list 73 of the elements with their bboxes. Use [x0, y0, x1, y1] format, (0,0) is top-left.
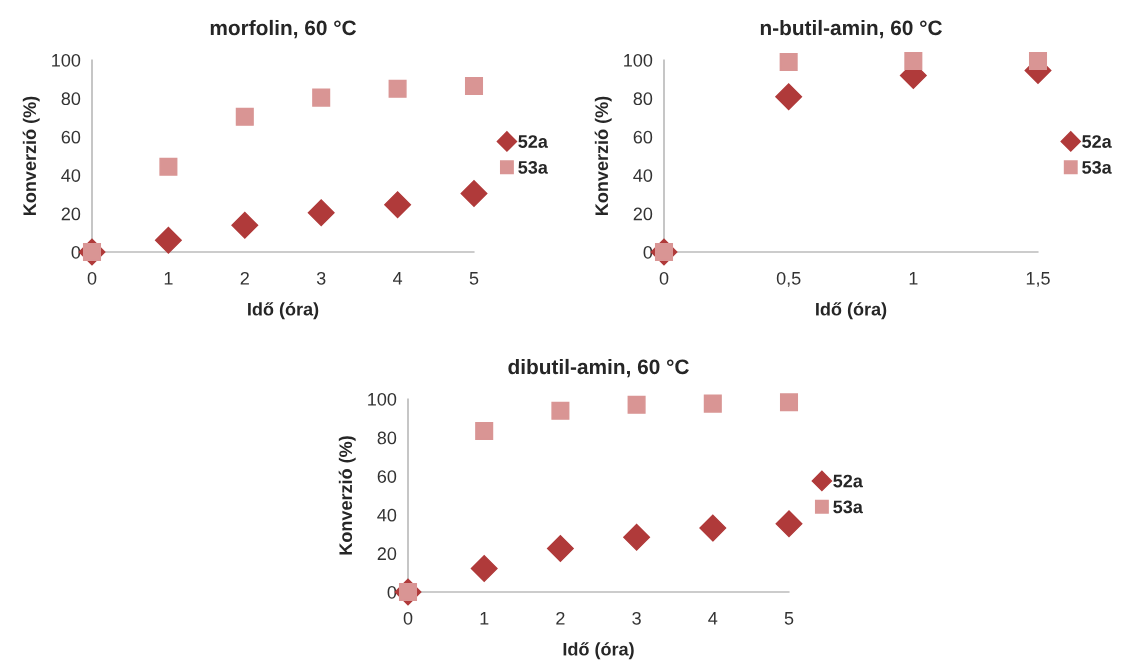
x-tick-label: 0,5: [776, 271, 801, 287]
x-tick-label: 1: [480, 612, 489, 625]
x-tick-label: 5: [469, 272, 479, 285]
point: [775, 510, 803, 538]
point: [460, 179, 488, 207]
y-tick-label: 60: [633, 130, 653, 144]
legend-label: 52a: [833, 474, 863, 488]
point: [703, 394, 722, 413]
x-tick-label: 0: [403, 611, 413, 625]
x-axis-title: Idő (óra): [563, 642, 634, 660]
point: [231, 211, 259, 239]
point: [779, 52, 798, 71]
y-tick-label: 100: [52, 53, 81, 67]
chart-title: n-butil-amin, 60 °C: [760, 19, 942, 39]
point: [384, 191, 412, 219]
point: [775, 83, 803, 111]
y-tick-label: 60: [377, 470, 397, 483]
y-tick-label: 80: [61, 92, 81, 106]
y-tick-label: 0: [643, 245, 653, 259]
x-tick-label: 3: [632, 611, 641, 625]
point: [904, 51, 923, 70]
point: [623, 523, 651, 551]
point: [551, 401, 570, 420]
x-tick-label: 2: [556, 611, 565, 625]
point: [388, 79, 407, 98]
y-axis-title: Konverzió (%): [338, 436, 356, 555]
legend-label: 52a: [1082, 135, 1112, 148]
x-tick-label: 1: [164, 272, 173, 285]
x-axis-title: Idő (óra): [248, 302, 319, 320]
legend-label: 53a: [518, 160, 548, 174]
x-tick-label: 1,5: [1026, 272, 1050, 287]
point: [627, 395, 646, 414]
legend-label: 52a: [518, 135, 548, 148]
y-tick-label: 80: [377, 431, 397, 445]
y-tick-label: 20: [633, 207, 653, 221]
y-tick-label: 100: [368, 392, 397, 406]
x-tick-label: 2: [240, 271, 249, 285]
y-tick-label: 40: [377, 508, 397, 522]
point: [470, 554, 498, 582]
point: [779, 393, 799, 412]
x-tick-label: 4: [708, 612, 718, 625]
point: [699, 514, 727, 542]
point: [312, 88, 331, 107]
x-tick-label: 1: [909, 272, 918, 285]
x-tick-label: 3: [316, 271, 326, 285]
legend-label: 53a: [833, 500, 863, 514]
y-tick-label: 20: [377, 547, 397, 561]
point: [546, 535, 574, 563]
chart-title: dibutil-amin, 60 °C: [508, 358, 689, 378]
x-tick-label: 0: [87, 271, 97, 285]
y-tick-label: 20: [61, 207, 81, 221]
y-tick-label: 100: [624, 53, 653, 67]
y-tick-label: 0: [387, 585, 397, 599]
x-axis-title: Idő (óra): [816, 302, 887, 320]
x-tick-label: 5: [784, 612, 794, 625]
point: [235, 107, 254, 126]
y-tick-label: 60: [61, 130, 81, 144]
y-tick-label: 40: [633, 169, 653, 182]
x-tick-label: 0: [659, 271, 669, 285]
point: [154, 226, 182, 254]
y-tick-label: 0: [71, 245, 81, 259]
point: [159, 157, 178, 176]
y-axis-title: Konverzió (%): [22, 96, 40, 215]
point: [464, 76, 484, 95]
legend-label: 53a: [1082, 160, 1112, 174]
y-axis-title: Konverzió (%): [594, 96, 612, 215]
chart-title: morfolin, 60 °C: [210, 19, 357, 39]
x-tick-label: 4: [392, 272, 403, 285]
point: [1028, 51, 1048, 70]
y-tick-label: 80: [633, 92, 653, 106]
point: [307, 199, 335, 227]
point: [475, 422, 494, 441]
y-tick-label: 40: [61, 169, 81, 182]
